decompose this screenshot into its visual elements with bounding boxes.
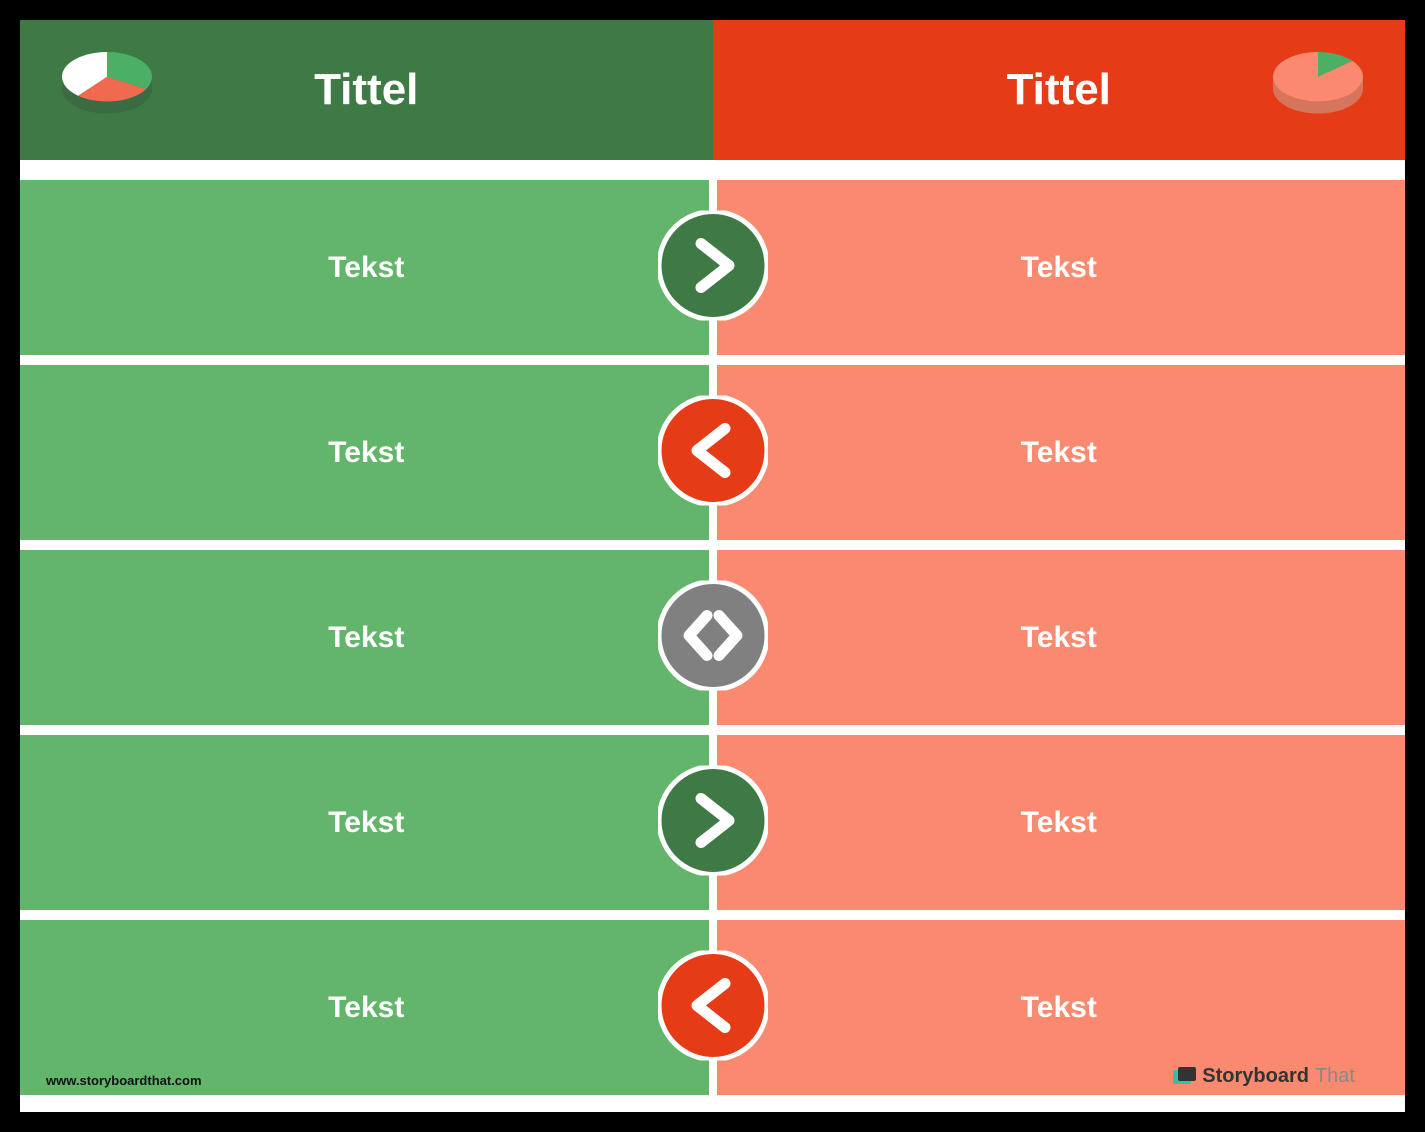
right-cell-text: Tekst bbox=[1021, 806, 1097, 840]
pie-chart-right-icon bbox=[1271, 50, 1365, 127]
right-cell: Tekst bbox=[713, 180, 1406, 355]
infographic-canvas: Tittel Tittel Tekst Tekst Tekst Tekst Teks… bbox=[20, 20, 1405, 1112]
direction-badge-right-icon bbox=[658, 765, 768, 880]
header: Tittel Tittel bbox=[20, 20, 1405, 160]
direction-badge-both-icon bbox=[658, 580, 768, 695]
right-cell-text: Tekst bbox=[1021, 436, 1097, 470]
left-cell: Tekst bbox=[20, 735, 713, 910]
left-cell-text: Tekst bbox=[328, 436, 404, 470]
left-cell-text: Tekst bbox=[328, 806, 404, 840]
header-right: Tittel bbox=[713, 20, 1406, 160]
right-cell-text: Tekst bbox=[1021, 251, 1097, 285]
left-cell-text: Tekst bbox=[328, 991, 404, 1025]
header-left: Tittel bbox=[20, 20, 713, 160]
right-cell-text: Tekst bbox=[1021, 991, 1097, 1025]
header-gap bbox=[20, 160, 1405, 180]
header-left-title: Tittel bbox=[314, 65, 418, 115]
left-cell-text: Tekst bbox=[328, 251, 404, 285]
brand-logo-icon bbox=[1172, 1067, 1196, 1087]
right-cell: Tekst bbox=[713, 365, 1406, 540]
direction-badge-left-icon bbox=[658, 950, 768, 1065]
left-cell: Tekst bbox=[20, 550, 713, 725]
direction-badge-right-icon bbox=[658, 210, 768, 325]
left-cell: Tekst bbox=[20, 365, 713, 540]
right-cell: Tekst bbox=[713, 735, 1406, 910]
header-right-title: Tittel bbox=[1007, 65, 1111, 115]
left-cell: Tekst bbox=[20, 180, 713, 355]
footer-brand-b: That bbox=[1315, 1065, 1355, 1088]
footer-url: www.storyboardthat.com bbox=[46, 1073, 202, 1088]
pie-chart-left-icon bbox=[60, 50, 154, 127]
footer-brand: Storyboard That bbox=[1172, 1065, 1355, 1088]
right-cell-text: Tekst bbox=[1021, 621, 1097, 655]
right-cell: Tekst bbox=[713, 550, 1406, 725]
left-cell: Tekst bbox=[20, 920, 713, 1095]
direction-badge-left-icon bbox=[658, 395, 768, 510]
footer-brand-a: Storyboard bbox=[1202, 1065, 1309, 1088]
left-cell-text: Tekst bbox=[328, 621, 404, 655]
comparison-rows: Tekst Tekst Tekst Tekst Tekst Tekst Tekst Te… bbox=[20, 180, 1405, 1095]
